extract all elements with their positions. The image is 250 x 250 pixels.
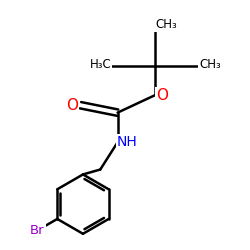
Text: O: O <box>156 88 168 103</box>
Text: Br: Br <box>30 224 45 236</box>
Text: H₃C: H₃C <box>90 58 111 71</box>
Text: NH: NH <box>117 135 138 149</box>
Text: CH₃: CH₃ <box>200 58 221 71</box>
Text: O: O <box>66 98 78 113</box>
Text: CH₃: CH₃ <box>155 18 177 31</box>
